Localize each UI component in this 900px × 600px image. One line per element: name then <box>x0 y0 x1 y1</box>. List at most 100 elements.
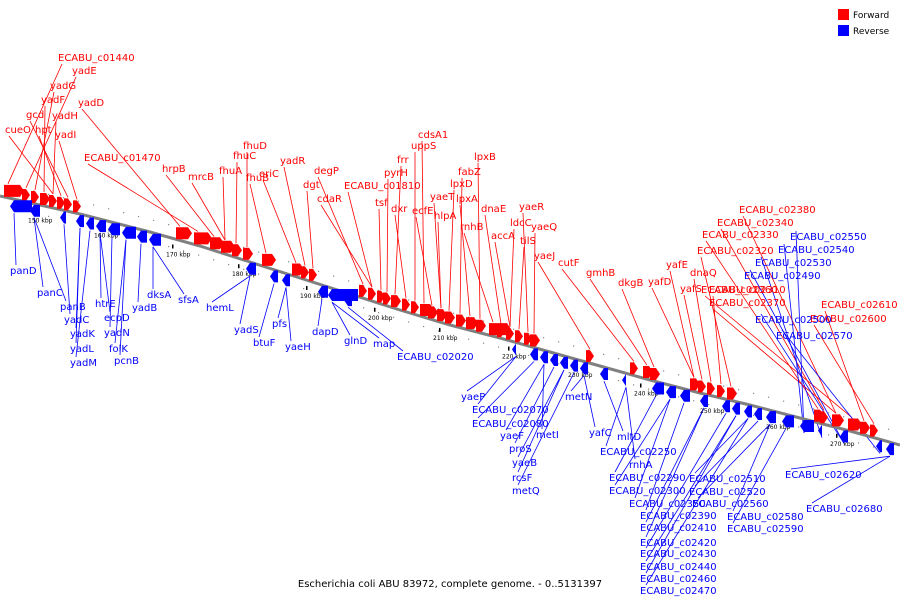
gene-label-yafe: yafE <box>666 260 688 271</box>
gene-label-ecabu-c02560: ECABU_c02560 <box>692 499 769 510</box>
gene-label-yadd: yadD <box>78 98 104 109</box>
reverse-gene-leader <box>63 224 71 315</box>
forward-gene-arrow <box>73 200 81 213</box>
forward-gene-leader <box>394 165 402 295</box>
scale-dot-top <box>48 193 50 195</box>
forward-gene-leader <box>262 179 297 263</box>
forward-gene-leader <box>7 63 63 184</box>
gene-label-ecabu-c01440: ECABU_c01440 <box>58 53 135 64</box>
forward-gene-arrow <box>530 334 540 347</box>
gene-label-ecabu-c02520: ECABU_c02520 <box>689 487 766 498</box>
reverse-gene-arrow <box>840 430 848 443</box>
reverse-gene-arrow <box>818 424 822 437</box>
gene-label-fhub: fhuB <box>246 173 269 184</box>
forward-gene-leader <box>712 308 837 414</box>
gene-label-ldcc: ldcC <box>510 218 532 229</box>
forward-gene-leader <box>463 232 494 323</box>
gene-label-ecabu-c02530: ECABU_c02530 <box>755 258 832 269</box>
reverse-gene-leader <box>258 283 275 338</box>
reverse-gene-arrow <box>318 285 328 298</box>
forward-gene-arrow <box>262 253 276 266</box>
gene-label-metn: metN <box>565 392 592 403</box>
forward-gene-leader <box>437 221 442 309</box>
forward-gene-leader <box>29 120 69 198</box>
reverse-gene-arrow <box>560 356 568 369</box>
scale-dot-top <box>663 370 665 372</box>
reverse-gene-leader <box>517 369 565 458</box>
forward-gene-leader <box>52 121 57 194</box>
reverse-gene-arrow <box>149 233 161 246</box>
gene-label-pand: panD <box>10 266 37 277</box>
reverse-gene-leader <box>114 239 127 344</box>
gene-label-dgt: dgt <box>303 180 320 191</box>
gene-label-rnha: rnhA <box>629 460 653 471</box>
gene-label-ecabu-c02250: ECABU_c02250 <box>600 447 677 458</box>
reverse-gene-leader <box>466 356 517 392</box>
gene-label-pros: proS <box>509 444 532 455</box>
gene-label-hlpa: hlpA <box>434 211 456 222</box>
tick-mark <box>238 264 240 269</box>
scale-dot-top <box>138 215 140 218</box>
forward-gene-leader <box>421 140 425 304</box>
reverse-gene-leader <box>811 455 891 504</box>
reverse-gene-leader <box>75 227 81 344</box>
tick-label: 250 kbp <box>700 408 725 415</box>
reverse-gene-leader <box>277 287 287 319</box>
scale-dot-top <box>813 408 815 410</box>
reverse-gene-leader <box>783 243 805 434</box>
forward-gene-leader <box>235 161 238 244</box>
gene-label-fhua: fhuA <box>219 166 242 177</box>
forward-gene-leader <box>386 178 389 292</box>
forward-gene-arrow <box>428 306 438 319</box>
legend-forward-swatch <box>838 9 849 20</box>
scale-dot-bottom <box>828 434 830 436</box>
forward-gene-leader <box>518 246 525 330</box>
reverse-gene-leader <box>583 375 596 428</box>
reverse-gene-leader <box>645 413 727 549</box>
gene-label-heml: hemL <box>206 303 234 314</box>
scale-dot-bottom <box>423 325 425 328</box>
gene-label-degp: degP <box>314 166 339 177</box>
gene-label-rnhb: rnhB <box>460 222 484 233</box>
gene-label-ecabu-c01810: ECABU_c01810 <box>344 181 421 192</box>
scale-dot-top <box>363 285 365 287</box>
reverse-gene-leader <box>645 415 737 562</box>
forward-gene-arrow <box>698 380 706 393</box>
scale-dot-bottom <box>708 403 710 406</box>
forward-gene-arrow <box>650 368 660 380</box>
gene-label-ecabu-c02510: ECABU_c02510 <box>689 474 766 485</box>
forward-gene-arrow <box>194 232 212 245</box>
gene-label-ecabu-c02380: ECABU_c02380 <box>739 205 816 216</box>
forward-gene-arrow <box>402 298 410 311</box>
scale-dot-top <box>798 404 800 406</box>
gene-label-yads: yadS <box>234 325 259 336</box>
gene-label-lpxa: lpxA <box>456 194 478 205</box>
gene-label-ecabu-c02440: ECABU_c02440 <box>640 562 717 573</box>
forward-gene-leader <box>477 162 481 319</box>
legend-forward: Forward <box>838 9 889 21</box>
gene-label-yafc: yafC <box>589 428 612 439</box>
reverse-gene-arrow <box>732 402 740 415</box>
gene-label-ecabu-c02320: ECABU_c02320 <box>697 246 774 257</box>
reverse-gene-arrow <box>60 211 66 224</box>
reverse-gene-leader <box>732 428 787 524</box>
gene-label-pcnb: pcnB <box>114 356 139 367</box>
scale-dot-top <box>603 353 605 356</box>
forward-gene-arrow <box>437 309 447 322</box>
scale-dot-top <box>768 396 770 398</box>
forward-gene-leader <box>533 232 536 334</box>
scale-dot-bottom <box>318 292 320 294</box>
reverse-gene-arrow <box>722 400 730 413</box>
gene-label-fhuc: fhuC <box>233 151 256 162</box>
gene-label-ecabu-c02680: ECABU_c02680 <box>806 504 883 515</box>
forward-gene-leader <box>165 174 215 237</box>
gene-label-yadi: yadI <box>55 130 76 141</box>
forward-gene-arrow <box>368 287 376 300</box>
reverse-gene-leader <box>790 455 891 470</box>
legend-reverse: Reverse <box>838 25 889 37</box>
gene-label-yadh: yadH <box>52 111 78 122</box>
tick-label: 230 kbp <box>568 372 593 379</box>
reverse-gene-leader <box>697 423 771 499</box>
gene-label-dksa: dksA <box>147 290 171 301</box>
gene-label-ecabu-c02410: ECABU_c02410 <box>640 523 717 534</box>
